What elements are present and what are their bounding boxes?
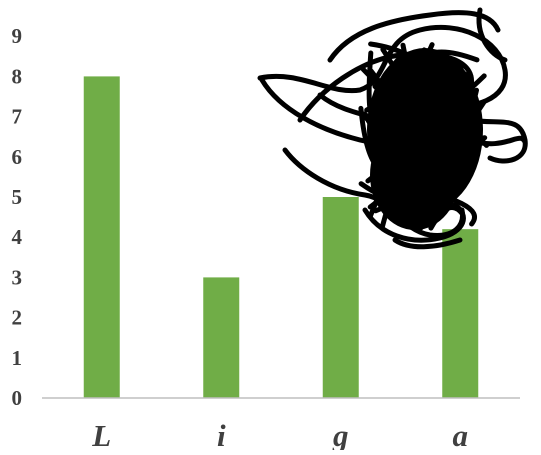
- scribble-stroke: [365, 42, 412, 184]
- scribble-stroke: [327, 10, 501, 63]
- y-tick-label: 3: [12, 265, 23, 289]
- y-tick-label: 5: [12, 185, 23, 209]
- scribble-stroke: [383, 59, 451, 143]
- y-tick-label: 1: [12, 346, 23, 370]
- scribble-stroke: [410, 49, 480, 85]
- scribble-stroke: [364, 96, 432, 231]
- y-tick-label: 2: [12, 306, 23, 330]
- scribble-stroke: [392, 237, 463, 250]
- x-tick-label: L: [91, 418, 111, 450]
- scribble-stroke: [399, 126, 439, 209]
- y-tick-label: 6: [12, 145, 23, 169]
- y-tick-label: 9: [12, 24, 23, 48]
- scribble-stroke: [422, 52, 450, 88]
- scribble-stroke: [402, 71, 474, 129]
- scribble-stroke: [422, 121, 469, 192]
- scribble-stroke: [476, 7, 508, 63]
- scribble-stroke: [387, 148, 423, 215]
- x-tick-label: a: [453, 418, 469, 450]
- y-axis-ticks: 0 1 2 3 4 5 6 7 8 9: [12, 24, 23, 410]
- y-tick-label: 0: [12, 386, 23, 410]
- x-tick-label: g: [332, 418, 349, 450]
- y-tick-label: 8: [12, 64, 23, 88]
- bar-a: [442, 229, 479, 398]
- scribble-stroke: [467, 117, 528, 164]
- bar-g: [322, 197, 359, 398]
- y-tick-label: 7: [12, 105, 23, 129]
- x-tick-label: i: [217, 418, 226, 450]
- bar-L: [83, 76, 120, 399]
- y-tick-label: 4: [12, 225, 23, 249]
- scribble-stroke: [362, 111, 488, 149]
- scribble-stroke: [428, 204, 465, 231]
- bars: [83, 76, 479, 399]
- bar-i: [203, 277, 240, 398]
- scribble-overlay: [257, 7, 528, 250]
